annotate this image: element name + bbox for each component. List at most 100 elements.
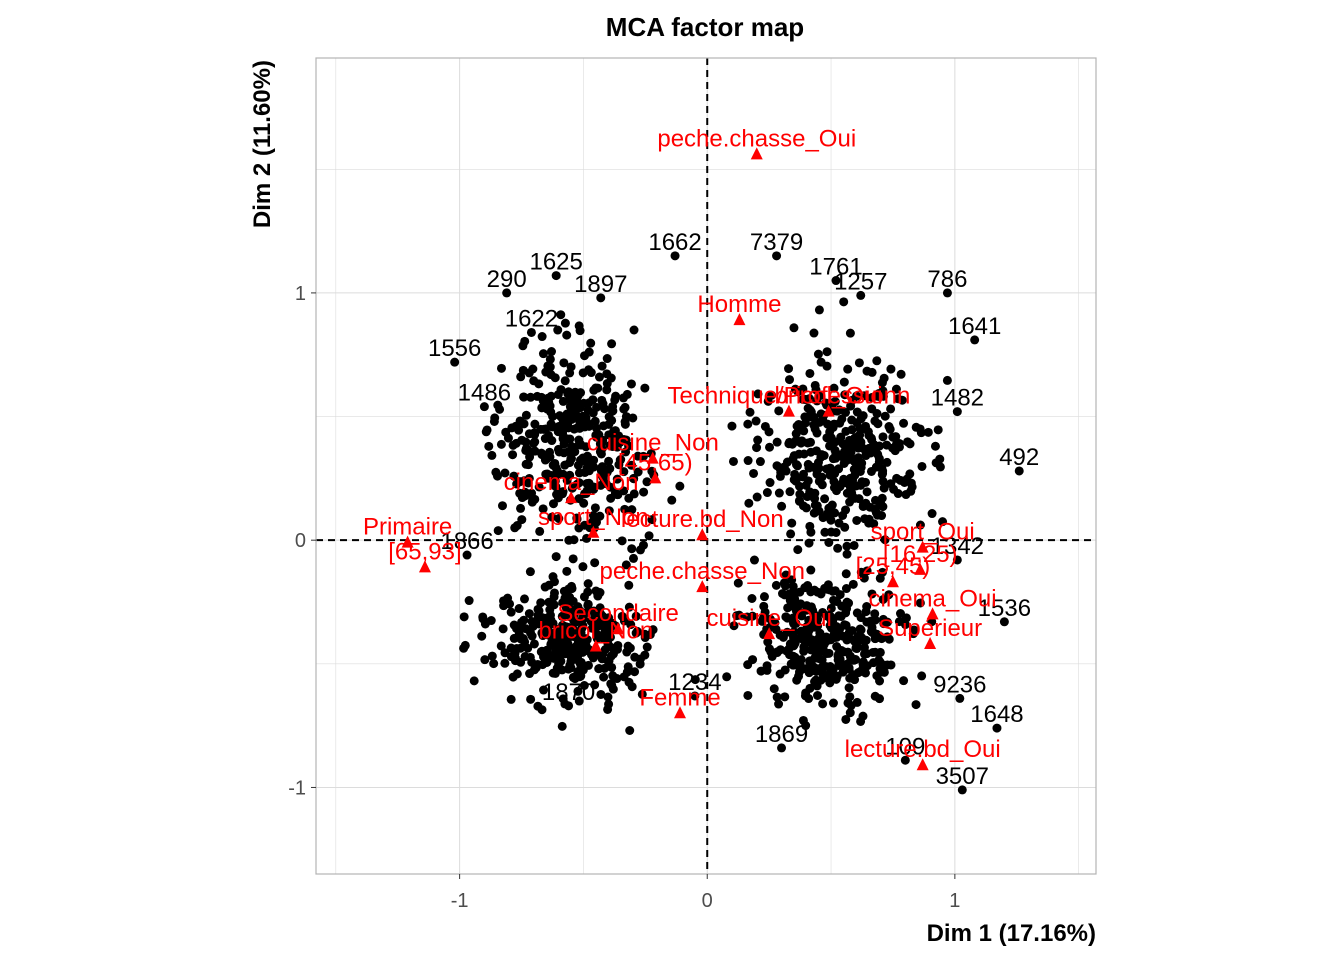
- individual-point: [894, 442, 904, 452]
- individual-point: [792, 461, 802, 471]
- individual-point: [800, 691, 810, 701]
- individual-point: [619, 467, 629, 477]
- individual-label: 492: [999, 444, 1039, 471]
- individual-point: [856, 716, 866, 726]
- individual-point: [548, 411, 558, 421]
- individual-point: [462, 550, 472, 560]
- individual-point: [529, 438, 539, 448]
- category-marker: [587, 525, 600, 538]
- individual-point: [608, 442, 618, 452]
- individual-point: [545, 354, 555, 364]
- individual-point: [872, 671, 882, 681]
- individual-label: 786: [927, 266, 967, 293]
- individual-point: [628, 553, 638, 563]
- category-label: [65,93]: [388, 538, 461, 565]
- individual-point: [547, 637, 557, 647]
- individual-point: [798, 634, 808, 644]
- individual-point: [591, 383, 601, 393]
- individual-point: [525, 628, 535, 638]
- category-labels: peche.chasse_Oui Homme Technique/Professio…: [363, 125, 1001, 763]
- individual-point: [846, 701, 856, 711]
- individual-point: [813, 349, 823, 359]
- individual-point: [525, 452, 535, 462]
- individual-point: [722, 672, 732, 682]
- individual-point: [562, 475, 572, 485]
- individual-point: [805, 521, 815, 531]
- individual-point: [551, 271, 561, 281]
- individual-point: [602, 354, 612, 364]
- individual-label: 1869: [755, 721, 808, 748]
- individual-point: [503, 433, 513, 443]
- individual-point: [871, 508, 881, 518]
- individual-point: [872, 409, 882, 419]
- individual-label: 1482: [931, 385, 984, 412]
- individual-point: [615, 455, 625, 465]
- category-label: sport_Oui: [871, 519, 975, 546]
- individual-point: [752, 443, 762, 453]
- individual-point: [567, 483, 577, 493]
- individual-point: [861, 668, 871, 678]
- individual-point: [862, 566, 872, 576]
- individual-point: [794, 671, 804, 681]
- individual-point: [625, 726, 635, 736]
- individual-point: [515, 477, 525, 487]
- individual-point: [854, 494, 864, 504]
- individual-point: [574, 478, 584, 488]
- individual-point: [787, 518, 797, 528]
- individual-point: [506, 652, 516, 662]
- individual-point: [564, 584, 574, 594]
- individual-point: [845, 708, 855, 718]
- individual-point: [846, 489, 856, 499]
- individual-point: [829, 629, 839, 639]
- individual-point: [804, 463, 814, 473]
- individual-point: [603, 656, 613, 666]
- individual-point: [858, 501, 868, 511]
- individual-point: [855, 624, 865, 634]
- individual-point: [852, 407, 862, 417]
- individual-point: [970, 335, 980, 345]
- individual-point: [518, 341, 528, 351]
- individual-point: [784, 364, 794, 374]
- category-marker: [589, 639, 602, 652]
- individual-point: [515, 643, 525, 653]
- individual-point: [859, 573, 869, 583]
- individual-point: [576, 664, 586, 674]
- individual-point: [869, 519, 879, 529]
- individual-point: [512, 521, 522, 531]
- individual-point: [839, 458, 849, 468]
- individual-point: [604, 419, 614, 429]
- individual-point: [801, 503, 811, 513]
- individual-point: [526, 694, 536, 704]
- individual-point: [788, 581, 798, 591]
- individual-point: [842, 541, 852, 551]
- individual-point: [874, 441, 884, 451]
- individual-point: [640, 383, 650, 393]
- y-axis-ticks: -1 0 1: [288, 283, 316, 799]
- individual-point: [624, 493, 634, 503]
- individual-point: [517, 493, 527, 503]
- individual-point: [631, 611, 641, 621]
- individual-point: [841, 584, 851, 594]
- individual-point: [837, 478, 847, 488]
- individual-point: [806, 447, 816, 457]
- category-label: bricol_Non: [538, 618, 653, 645]
- individual-point: [580, 520, 590, 530]
- individual-point: [667, 495, 677, 505]
- individual-point: [822, 509, 832, 519]
- individual-point: [882, 440, 892, 450]
- individual-point: [810, 488, 820, 498]
- individual-point: [639, 487, 649, 497]
- individual-point: [500, 658, 510, 668]
- individual-point: [557, 428, 567, 438]
- individual-point: [765, 478, 775, 488]
- individual-point: [815, 417, 825, 427]
- individual-point: [554, 514, 564, 524]
- individual-point: [822, 361, 832, 371]
- individual-point: [536, 598, 546, 608]
- individual-point: [764, 427, 774, 437]
- individual-point: [862, 366, 872, 376]
- individual-point: [572, 514, 582, 524]
- individual-point: [556, 310, 566, 320]
- individual-point: [576, 628, 586, 638]
- individual-point: [796, 599, 806, 609]
